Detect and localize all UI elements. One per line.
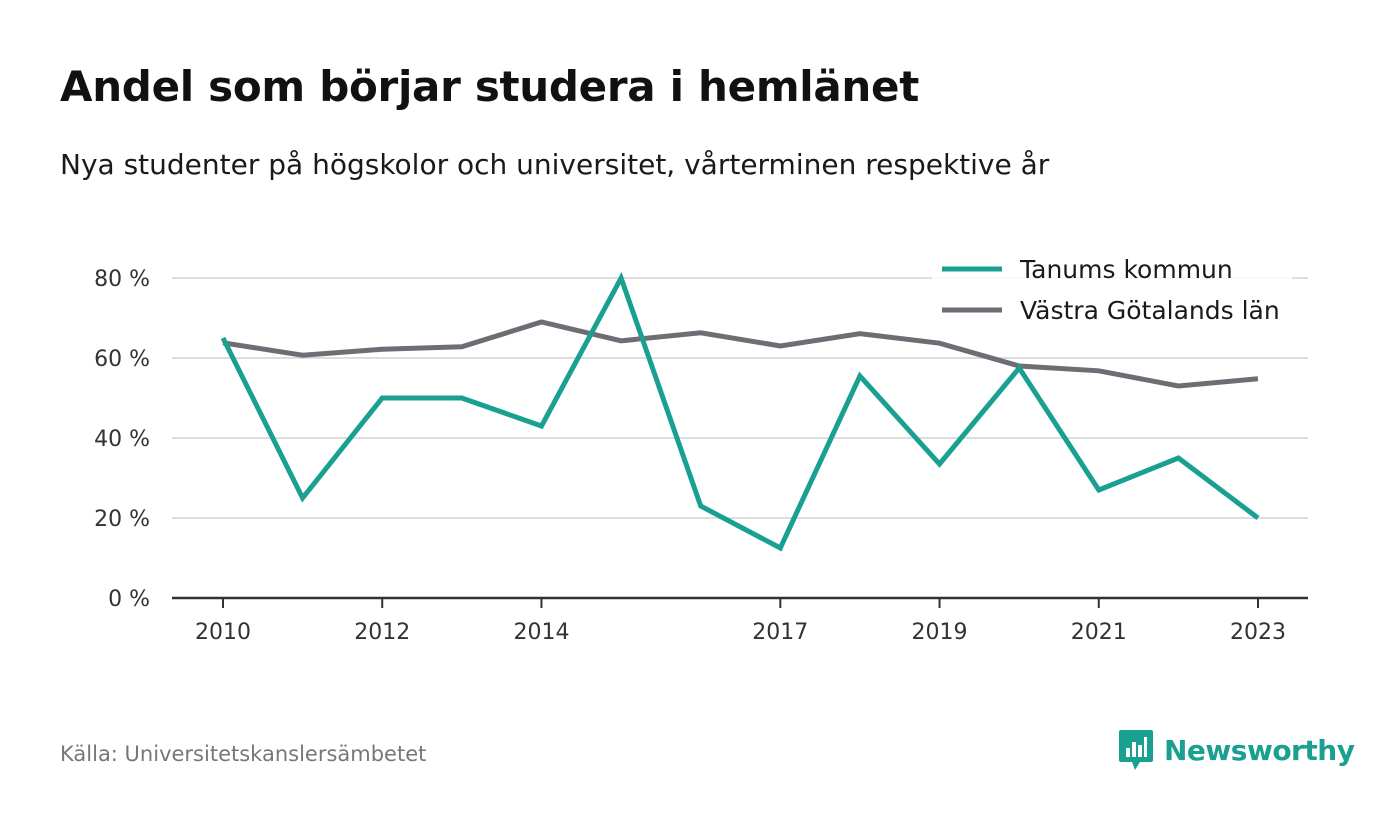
chart-title: Andel som börjar studera i hemlänet (60, 62, 919, 111)
legend-label: Tanums kommun (1019, 255, 1233, 284)
y-tick-label: 80 % (94, 267, 150, 292)
x-tick-label: 2023 (1230, 620, 1286, 645)
x-tick-label: 2017 (752, 620, 808, 645)
y-tick-label: 60 % (94, 347, 150, 372)
series-line-tanums-kommun (220, 271, 1260, 552)
legend-background (932, 250, 1292, 340)
y-tick-label: 40 % (94, 427, 150, 452)
y-tick-label: 20 % (94, 507, 150, 532)
newsworthy-logo-icon (1119, 730, 1153, 770)
y-tick-label: 0 % (108, 587, 150, 612)
brand-logo: Newsworthy (1118, 727, 1355, 773)
x-tick-label: 2014 (513, 620, 569, 645)
x-tick-label: 2019 (912, 620, 968, 645)
x-tick-label: 2010 (195, 620, 251, 645)
line-chart: 0 % 20 % 40 % 60 % 80 % 2010 2012 2014 2017 2019 2… (94, 250, 1308, 645)
x-tick-label: 2021 (1071, 620, 1127, 645)
brand-name: Newsworthy (1164, 733, 1355, 767)
source-note: Källa: Universitetskanslersämbetet (60, 742, 427, 766)
legend: Tanums kommun Västra Götalands län (932, 250, 1292, 340)
axis-layer: 0 % 20 % 40 % 60 % 80 % 2010 2012 2014 2017 2019 2… (94, 267, 1308, 645)
chart-subtitle: Nya studenter på högskolor och universit… (60, 148, 1050, 181)
x-tick-label: 2012 (354, 620, 410, 645)
series-line-v-stra-g-talands-l-n (222, 319, 1259, 389)
series-layer (220, 271, 1260, 552)
legend-label: Västra Götalands län (1020, 296, 1280, 325)
